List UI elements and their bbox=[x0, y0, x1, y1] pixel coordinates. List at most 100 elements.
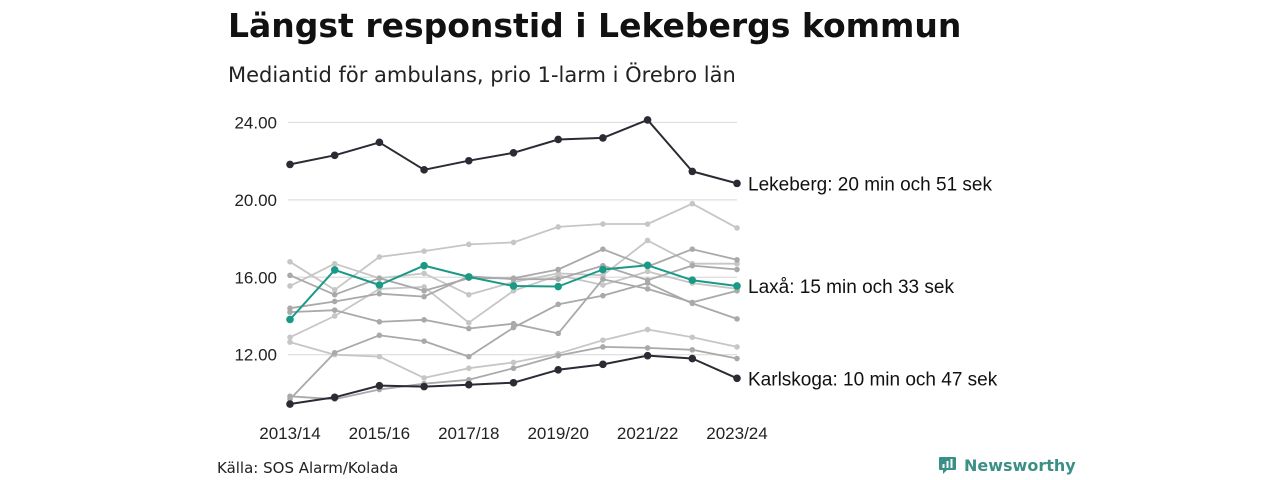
y-tick-label: 16.00 bbox=[234, 268, 277, 287]
y-tick-label: 12.00 bbox=[234, 346, 277, 365]
data-point bbox=[644, 326, 651, 333]
data-point bbox=[421, 375, 427, 381]
data-point bbox=[376, 254, 383, 260]
data-point bbox=[734, 344, 740, 350]
data-point bbox=[376, 332, 383, 339]
data-point bbox=[644, 268, 651, 275]
data-point bbox=[688, 354, 697, 363]
data-point bbox=[643, 116, 652, 124]
data-point bbox=[287, 309, 293, 315]
series-lekeberg bbox=[286, 116, 741, 188]
data-point bbox=[733, 374, 741, 383]
data-point bbox=[421, 248, 427, 254]
series-laxå bbox=[286, 261, 741, 324]
data-point bbox=[689, 200, 696, 207]
data-point bbox=[644, 237, 651, 244]
x-tick-label: 2021/22 bbox=[617, 424, 678, 443]
data-point bbox=[644, 345, 651, 351]
data-point bbox=[734, 316, 740, 322]
data-point bbox=[734, 260, 740, 267]
data-point bbox=[734, 266, 740, 273]
data-point bbox=[554, 282, 562, 291]
data-point bbox=[465, 156, 473, 165]
data-point bbox=[331, 307, 338, 313]
data-point bbox=[600, 272, 606, 279]
data-point bbox=[510, 239, 517, 246]
data-point bbox=[733, 179, 741, 188]
data-point bbox=[421, 270, 427, 277]
data-point bbox=[689, 300, 696, 307]
data-point bbox=[331, 298, 338, 305]
data-point bbox=[510, 324, 517, 331]
data-point bbox=[420, 261, 428, 270]
data-point bbox=[287, 305, 293, 312]
data-point bbox=[555, 276, 561, 282]
data-point bbox=[689, 347, 696, 353]
data-point bbox=[376, 353, 383, 360]
data-point bbox=[643, 351, 652, 360]
data-point bbox=[600, 276, 606, 282]
data-point bbox=[555, 330, 561, 337]
data-point bbox=[375, 281, 384, 289]
data-point bbox=[689, 246, 696, 252]
data-point bbox=[509, 149, 518, 157]
data-point bbox=[330, 151, 339, 160]
series-lines bbox=[286, 116, 741, 408]
data-point bbox=[287, 283, 293, 289]
data-point bbox=[286, 400, 294, 408]
data-point bbox=[330, 393, 339, 402]
data-point bbox=[600, 292, 606, 299]
data-point bbox=[420, 166, 428, 174]
chart-subtitle: Mediantid för ambulans, prio 1-larm i Ör… bbox=[228, 63, 736, 87]
data-point bbox=[287, 393, 293, 400]
series-karlskoga bbox=[286, 351, 741, 408]
data-point bbox=[421, 288, 427, 294]
data-point bbox=[600, 246, 606, 252]
source-note: Källa: SOS Alarm/Kolada bbox=[217, 459, 399, 477]
data-point bbox=[466, 353, 472, 360]
data-point bbox=[466, 365, 472, 372]
data-point bbox=[466, 291, 472, 298]
data-point bbox=[689, 334, 696, 341]
data-point bbox=[376, 318, 383, 325]
y-tick-label: 20.00 bbox=[234, 191, 277, 210]
data-point bbox=[331, 291, 338, 298]
data-point bbox=[510, 365, 517, 372]
data-point bbox=[734, 355, 740, 362]
data-point bbox=[287, 272, 293, 279]
series-end-label: Laxå: 15 min och 33 sek bbox=[748, 277, 954, 298]
data-point bbox=[375, 381, 384, 390]
data-point bbox=[600, 221, 606, 227]
data-point bbox=[421, 338, 427, 344]
brand-name: Newsworthy bbox=[964, 456, 1076, 475]
data-point bbox=[465, 380, 473, 389]
data-point bbox=[376, 275, 383, 282]
data-point bbox=[510, 359, 517, 366]
data-point bbox=[644, 286, 651, 292]
data-point bbox=[510, 276, 517, 282]
x-tick-label: 2013/14 bbox=[259, 424, 320, 443]
data-point bbox=[599, 134, 607, 142]
data-point bbox=[643, 261, 652, 270]
data-point bbox=[509, 282, 518, 290]
data-point bbox=[287, 339, 293, 345]
data-point bbox=[286, 160, 294, 169]
data-point bbox=[420, 382, 428, 391]
data-point bbox=[330, 266, 339, 274]
series-end-labels: Lekeberg: 20 min och 51 sek Laxå: 15 min … bbox=[748, 174, 998, 390]
x-axis-tick-labels: 2013/14 2015/16 2017/18 2019/20 2021/22 2023/… bbox=[259, 424, 767, 443]
chart-title: Längst responstid i Lekebergs kommun bbox=[228, 6, 962, 45]
data-point bbox=[689, 262, 696, 269]
data-point bbox=[554, 365, 562, 374]
data-point bbox=[287, 258, 293, 265]
data-point bbox=[688, 167, 697, 176]
data-point bbox=[509, 378, 518, 387]
series-end-label: Karlskoga: 10 min och 47 sek bbox=[748, 369, 998, 390]
series-background bbox=[287, 326, 740, 381]
data-point bbox=[555, 301, 561, 308]
x-tick-label: 2015/16 bbox=[349, 424, 410, 443]
data-point bbox=[600, 344, 606, 350]
series-end-label: Lekeberg: 20 min och 51 sek bbox=[748, 174, 992, 195]
data-point bbox=[599, 265, 607, 274]
